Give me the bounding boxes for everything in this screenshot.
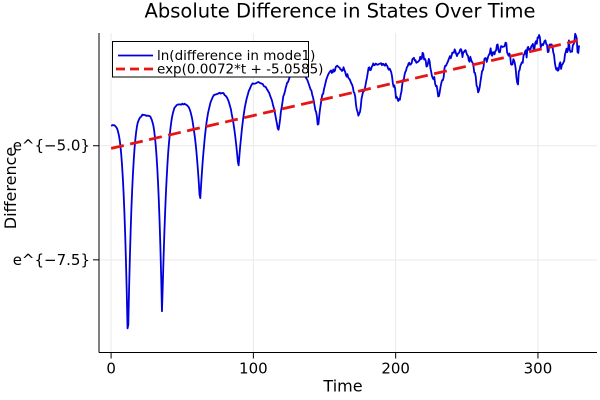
y-tick-labels: e^{−5.0} e^{−7.5} — [13, 137, 90, 269]
svg-text:e^{−5.0}: e^{−5.0} — [13, 137, 90, 155]
x-tick-labels: 0 100 200 300 — [106, 360, 552, 378]
difference-curve-series — [110, 32, 580, 330]
svg-text:0: 0 — [106, 360, 116, 378]
tick-marks — [93, 145, 539, 359]
exponential-fit-line — [110, 39, 579, 150]
gridlines — [99, 33, 597, 353]
svg-text:300: 300 — [524, 360, 553, 378]
svg-text:e^{−7.5}: e^{−7.5} — [13, 251, 90, 269]
legend-frame — [112, 41, 309, 78]
y-axis-label: Difference — [1, 147, 20, 229]
chart-title: Absolute Difference in States Over Time — [145, 0, 536, 23]
legend: ln(difference in mode1) exp(0.0072*t + -… — [112, 41, 323, 78]
svg-text:200: 200 — [381, 360, 410, 378]
svg-text:100: 100 — [239, 360, 268, 378]
x-axis-label: Time — [322, 377, 362, 396]
legend-entry-fit: exp(0.0072*t + -5.0585) — [157, 62, 323, 78]
legend-entry-difference: ln(difference in mode1) — [157, 48, 315, 64]
